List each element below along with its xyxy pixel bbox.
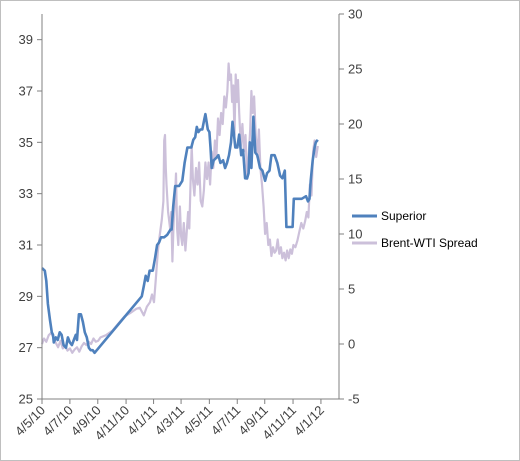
left-y-tick-label: 37 xyxy=(19,84,33,99)
x-tick-label: 4/5/11 xyxy=(180,403,215,438)
x-tick-label: 4/1/12 xyxy=(291,403,327,439)
left-y-tick-label: 35 xyxy=(19,135,33,150)
x-tick-label: 4/5/10 xyxy=(12,403,48,439)
left-y-tick-label: 33 xyxy=(19,186,33,201)
legend-label: Superior xyxy=(381,209,426,223)
left-y-tick-label: 25 xyxy=(19,392,33,407)
left-y-tick-label: 39 xyxy=(19,32,33,47)
right-y-tick-label: 20 xyxy=(348,117,362,132)
x-tick-labels: 4/5/104/7/104/9/104/11/104/1/114/3/114/5… xyxy=(12,403,327,444)
right-y-tick-label: 10 xyxy=(348,227,362,242)
series-line-superior xyxy=(41,112,319,355)
left-y-tick-label: 29 xyxy=(19,289,33,304)
legend-label: Brent-WTI Spread xyxy=(381,236,478,250)
right-y-tick-label: 15 xyxy=(348,172,362,187)
series-layer xyxy=(40,62,319,355)
x-tick-label: 4/7/11 xyxy=(208,403,243,438)
x-tick-label: 4/7/10 xyxy=(40,403,76,439)
right-y-tick-label: -5 xyxy=(348,392,360,407)
left-y-tick-label: 31 xyxy=(19,238,33,253)
right-y-tick-label: 25 xyxy=(348,62,362,77)
right-y-tick-label: 5 xyxy=(348,282,355,297)
left-y-tick-labels: 25 27 29 31 33 35 37 39 xyxy=(19,32,33,406)
left-y-tick-label: 27 xyxy=(19,340,33,355)
x-tick-label: 4/3/11 xyxy=(152,403,187,438)
right-y-tick-label: 0 xyxy=(348,337,355,352)
x-tick-label: 4/1/11 xyxy=(124,403,159,438)
axes-layer xyxy=(37,13,344,404)
right-y-tick-labels: -5 0 5 10 15 20 25 30 xyxy=(348,7,362,407)
right-y-tick-label: 30 xyxy=(348,7,362,22)
legend: Superior Brent-WTI Spread xyxy=(352,209,478,250)
series-line-brent-wti-spread xyxy=(40,62,319,354)
